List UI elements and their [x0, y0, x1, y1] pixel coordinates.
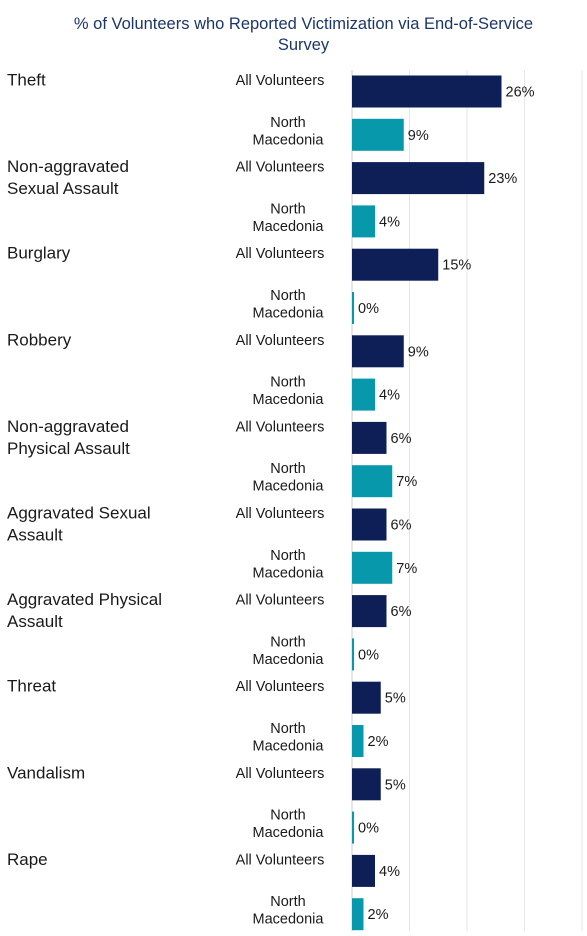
data-label: 9%	[408, 128, 429, 144]
bar-all-volunteers	[352, 681, 381, 714]
data-label: 6%	[391, 518, 412, 534]
series-tick-label: All Volunteers	[236, 766, 325, 782]
series-tick-label: Macedonia	[253, 392, 325, 408]
data-label: 4%	[379, 388, 400, 404]
bar-all-volunteers	[352, 421, 387, 454]
data-label: 2%	[368, 734, 389, 750]
bar-all-volunteers	[352, 508, 387, 541]
series-tick-label: All Volunteers	[236, 246, 325, 262]
data-label: 9%	[408, 344, 429, 360]
bar-north-macedonia	[352, 378, 375, 411]
series-tick-label: Macedonia	[253, 565, 325, 581]
series-tick-label: All Volunteers	[236, 852, 325, 868]
data-label: 6%	[391, 431, 412, 447]
series-tick-label: North	[270, 115, 305, 131]
data-label: 4%	[379, 214, 400, 230]
bar-all-volunteers	[352, 162, 485, 195]
series-tick-label: North	[270, 288, 305, 304]
series-tick-label: North	[270, 634, 305, 650]
data-label: 0%	[358, 821, 379, 837]
category-label: Rape	[7, 850, 48, 869]
category-label: Threat	[7, 677, 56, 696]
bar-north-macedonia	[352, 292, 354, 324]
series-tick-label: All Volunteers	[236, 160, 325, 176]
bar-all-volunteers	[352, 335, 404, 368]
data-label: 15%	[442, 258, 471, 274]
data-label: 7%	[396, 474, 417, 490]
bar-north-macedonia	[352, 725, 364, 757]
category-label: Assault	[7, 612, 63, 631]
category-label: Sexual Assault	[7, 179, 119, 198]
data-label: 0%	[358, 647, 379, 663]
bar-all-volunteers	[352, 768, 381, 801]
data-label: 2%	[368, 907, 389, 923]
bar-north-macedonia	[352, 811, 354, 844]
data-label: 26%	[506, 85, 535, 101]
series-tick-label: All Volunteers	[236, 333, 325, 349]
category-label: Aggravated Physical	[7, 590, 162, 609]
series-tick-label: Macedonia	[253, 132, 325, 148]
bar-north-macedonia	[352, 205, 375, 238]
data-label: 23%	[488, 171, 517, 187]
series-tick-label: All Volunteers	[236, 506, 325, 522]
series-tick-label: Macedonia	[253, 479, 325, 495]
series-tick-label: Macedonia	[253, 739, 325, 755]
category-label: Burglary	[7, 244, 71, 263]
series-tick-label: All Volunteers	[236, 679, 325, 695]
category-label: Assault	[7, 526, 63, 545]
bar-north-macedonia	[352, 118, 404, 151]
category-label: Aggravated Sexual	[7, 504, 151, 523]
bar-north-macedonia	[352, 465, 393, 498]
series-tick-label: North	[270, 808, 305, 824]
series-tick-label: North	[270, 548, 305, 564]
series-tick-label: Macedonia	[253, 652, 325, 668]
bar-all-volunteers	[352, 248, 439, 281]
data-label: 5%	[385, 777, 406, 793]
series-tick-label: Macedonia	[253, 912, 325, 928]
series-tick-label: Macedonia	[253, 825, 325, 841]
category-label: Non-aggravated	[7, 417, 129, 436]
series-tick-label: North	[270, 894, 305, 910]
data-label: 4%	[379, 864, 400, 880]
category-label: Non-aggravated	[7, 157, 129, 176]
bar-north-macedonia	[352, 898, 364, 931]
series-tick-label: North	[270, 721, 305, 737]
category-label: Robbery	[7, 330, 72, 349]
bar-all-volunteers	[352, 75, 502, 108]
bar-north-macedonia	[352, 551, 393, 584]
series-tick-label: All Volunteers	[236, 593, 325, 609]
category-label: Theft	[7, 71, 46, 90]
category-label: Physical Assault	[7, 439, 130, 458]
chart-title: % of Volunteers who Reported Victimizati…	[73, 15, 534, 54]
data-label: 6%	[391, 604, 412, 620]
data-label: 7%	[396, 561, 417, 577]
series-tick-label: North	[270, 201, 305, 217]
series-tick-label: All Volunteers	[236, 419, 325, 435]
category-label: Vandalism	[7, 763, 85, 782]
series-tick-label: Macedonia	[253, 219, 325, 235]
bar-north-macedonia	[352, 638, 354, 671]
bar-all-volunteers	[352, 854, 375, 887]
bar-all-volunteers	[352, 595, 387, 628]
series-tick-label: North	[270, 375, 305, 391]
series-tick-label: Macedonia	[253, 306, 325, 322]
series-tick-label: North	[270, 461, 305, 477]
data-label: 5%	[385, 691, 406, 707]
series-tick-label: All Volunteers	[236, 73, 325, 89]
data-label: 0%	[358, 301, 379, 317]
